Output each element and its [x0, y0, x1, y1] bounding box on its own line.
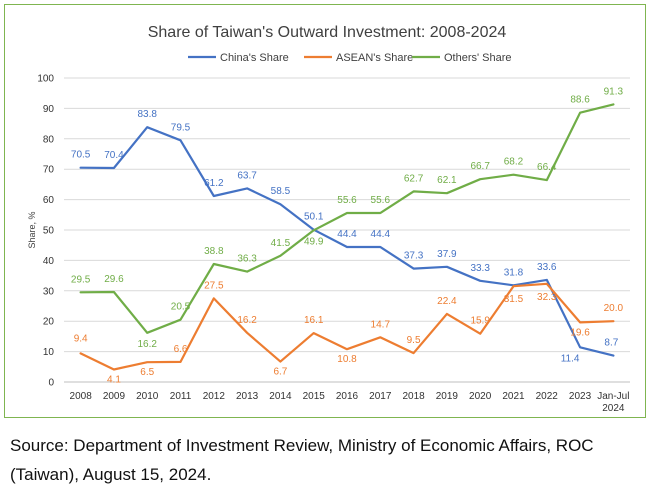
legend-label: China's Share — [220, 52, 289, 64]
y-tick-label: 10 — [43, 347, 55, 358]
data-label: 83.8 — [138, 109, 158, 120]
chart-title: Share of Taiwan's Outward Investment: 20… — [148, 24, 507, 41]
x-tick-label: 2009 — [103, 391, 126, 402]
data-label: 16.1 — [304, 315, 324, 326]
x-tick-label: Jan-Jul — [597, 391, 629, 402]
data-label: 38.8 — [204, 246, 224, 257]
legend-label: ASEAN's Share — [336, 52, 413, 64]
data-label: 36.3 — [237, 254, 257, 265]
series-line — [79, 282, 615, 371]
x-tick-label: 2010 — [136, 391, 159, 402]
data-label: 62.1 — [437, 175, 457, 186]
data-label: 11.4 — [561, 353, 580, 364]
chart-frame — [4, 4, 646, 418]
y-tick-label: 70 — [43, 165, 55, 176]
data-label: 16.2 — [138, 339, 158, 350]
x-tick-label: 2015 — [303, 391, 326, 402]
data-label: 29.6 — [104, 274, 124, 285]
data-label: 22.4 — [437, 296, 457, 307]
data-label: 44.4 — [371, 229, 391, 240]
data-label: 50.1 — [304, 212, 324, 223]
series-line — [79, 103, 615, 334]
series-line — [79, 126, 615, 357]
y-tick-label: 80 — [43, 134, 55, 145]
y-tick-label: 50 — [43, 226, 55, 237]
x-tick-label: 2014 — [269, 391, 292, 402]
data-label: 20.0 — [604, 303, 624, 314]
y-tick-label: 20 — [43, 317, 55, 328]
x-tick-label: 2020 — [469, 391, 492, 402]
data-label: 66.4 — [537, 162, 557, 173]
data-label: 61.2 — [204, 178, 224, 189]
x-tick-label: 2017 — [369, 391, 392, 402]
y-tick-label: 60 — [43, 195, 55, 206]
data-label: 9.4 — [74, 333, 88, 344]
axes: 0 10 20 30 40 50 60 70 80 90 100 Share, % 2008 2009 20… — [27, 74, 629, 415]
data-label: 66.7 — [470, 161, 490, 172]
data-label: 37.9 — [437, 249, 457, 260]
x-tick-label: 2021 — [502, 391, 525, 402]
data-label: 55.6 — [337, 195, 357, 206]
source-caption: Source: Department of Investment Review,… — [10, 436, 594, 484]
data-label: 62.7 — [404, 173, 424, 184]
y-tick-label: 40 — [43, 256, 55, 267]
data-labels: 70.5 70.4 83.8 79.5 61.2 63.7 58.5 50.1 44.4 44.4… — [71, 86, 624, 385]
legend: China's Share ASEAN's Share Others' Share — [188, 52, 512, 64]
data-label: 8.7 — [604, 338, 618, 349]
data-label: 70.5 — [71, 150, 91, 161]
x-tick-label: 2008 — [70, 391, 93, 402]
data-label: 55.6 — [371, 195, 391, 206]
data-label: 10.8 — [337, 354, 357, 365]
data-label: 20.5 — [171, 302, 191, 313]
x-tick-label: 2019 — [436, 391, 459, 402]
data-label: 33.6 — [537, 262, 557, 273]
line-chart: Share of Taiwan's Outward Investment: 20… — [27, 24, 630, 415]
data-label: 6.7 — [273, 367, 287, 378]
data-label: 16.2 — [237, 315, 257, 326]
data-label: 58.5 — [271, 186, 291, 197]
data-label: 31.5 — [504, 294, 524, 305]
x-tick-label: 2013 — [236, 391, 259, 402]
data-label: 70.4 — [104, 150, 124, 161]
data-label: 6.5 — [140, 367, 154, 378]
x-tick-label: 2023 — [569, 391, 592, 402]
data-label: 9.5 — [407, 335, 421, 346]
x-tick-label: 2024 — [602, 403, 625, 414]
data-label: 91.3 — [604, 86, 624, 97]
legend-label: Others' Share — [444, 52, 512, 64]
series-lines — [79, 103, 615, 371]
data-label: 49.9 — [304, 236, 324, 247]
data-label: 33.3 — [470, 263, 490, 274]
data-label: 27.5 — [204, 280, 224, 291]
y-tick-label: 30 — [43, 286, 55, 297]
y-tick-label: 90 — [43, 104, 55, 115]
y-tick-label: 100 — [37, 74, 54, 85]
data-label: 79.5 — [171, 122, 191, 133]
data-label: 19.6 — [570, 327, 590, 338]
data-label: 32.3 — [537, 292, 557, 303]
data-label: 68.2 — [504, 157, 524, 168]
data-label: 31.8 — [504, 267, 524, 278]
y-axis-label: Share, % — [27, 211, 37, 248]
data-label: 6.6 — [174, 344, 188, 355]
data-label: 14.7 — [371, 319, 391, 330]
x-tick-label: 2016 — [336, 391, 359, 402]
data-label: 29.5 — [71, 274, 91, 285]
data-label: 88.6 — [570, 95, 590, 106]
gridlines — [64, 77, 630, 383]
data-label: 4.1 — [107, 375, 121, 386]
data-label: 63.7 — [237, 170, 257, 181]
data-label: 41.5 — [271, 238, 291, 249]
x-tick-label: 2022 — [536, 391, 559, 402]
data-label: 37.3 — [404, 251, 424, 262]
x-tick-label: 2011 — [170, 391, 192, 402]
data-label: 44.4 — [337, 229, 357, 240]
y-tick-label: 0 — [48, 378, 54, 389]
x-tick-label: 2012 — [203, 391, 226, 402]
x-tick-label: 2018 — [402, 391, 425, 402]
data-label: 15.9 — [470, 316, 490, 327]
